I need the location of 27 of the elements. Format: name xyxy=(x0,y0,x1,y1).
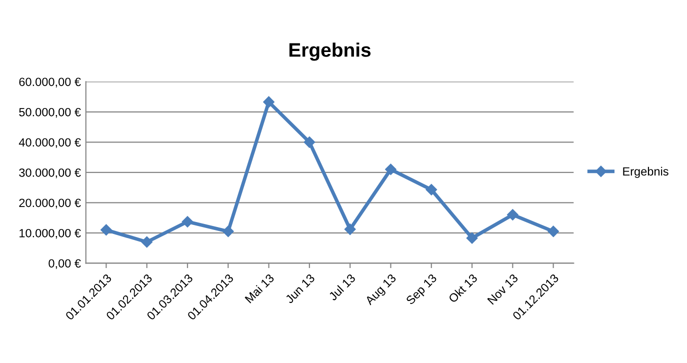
point xyxy=(141,236,152,248)
x-tick-label: Jun 13 xyxy=(284,273,316,304)
point xyxy=(182,216,194,228)
y-tick-label: 20.000,00 € xyxy=(19,198,81,208)
y-tick-label: 50.000,00 € xyxy=(19,108,81,118)
x-tick-label: Okt 13 xyxy=(448,273,478,304)
point xyxy=(548,226,559,238)
x-tick-label: Sep 13 xyxy=(406,273,439,307)
x-tick-label: Mai 13 xyxy=(244,273,275,304)
point xyxy=(507,209,518,220)
point xyxy=(466,232,478,244)
y-tick-label: 30.000,00 € xyxy=(19,168,81,178)
point xyxy=(100,224,112,236)
point xyxy=(304,136,316,148)
y-tick-label: 10.000,00 € xyxy=(20,228,81,239)
x-tick-label: Aug 13 xyxy=(364,273,398,308)
point xyxy=(263,96,274,108)
point xyxy=(426,184,437,196)
x-tick-label: Jul 13 xyxy=(328,273,356,302)
y-tick-label: 60.000,00 € xyxy=(19,78,81,88)
point xyxy=(222,226,234,238)
y-tick-label: 0,00 € xyxy=(48,259,81,269)
point xyxy=(385,164,396,176)
legend-label: Ergebnis xyxy=(623,166,668,178)
y-tick-label: 40.000,00 € xyxy=(18,138,81,148)
chart-title: Ergebnis xyxy=(289,42,371,61)
point xyxy=(344,224,356,235)
